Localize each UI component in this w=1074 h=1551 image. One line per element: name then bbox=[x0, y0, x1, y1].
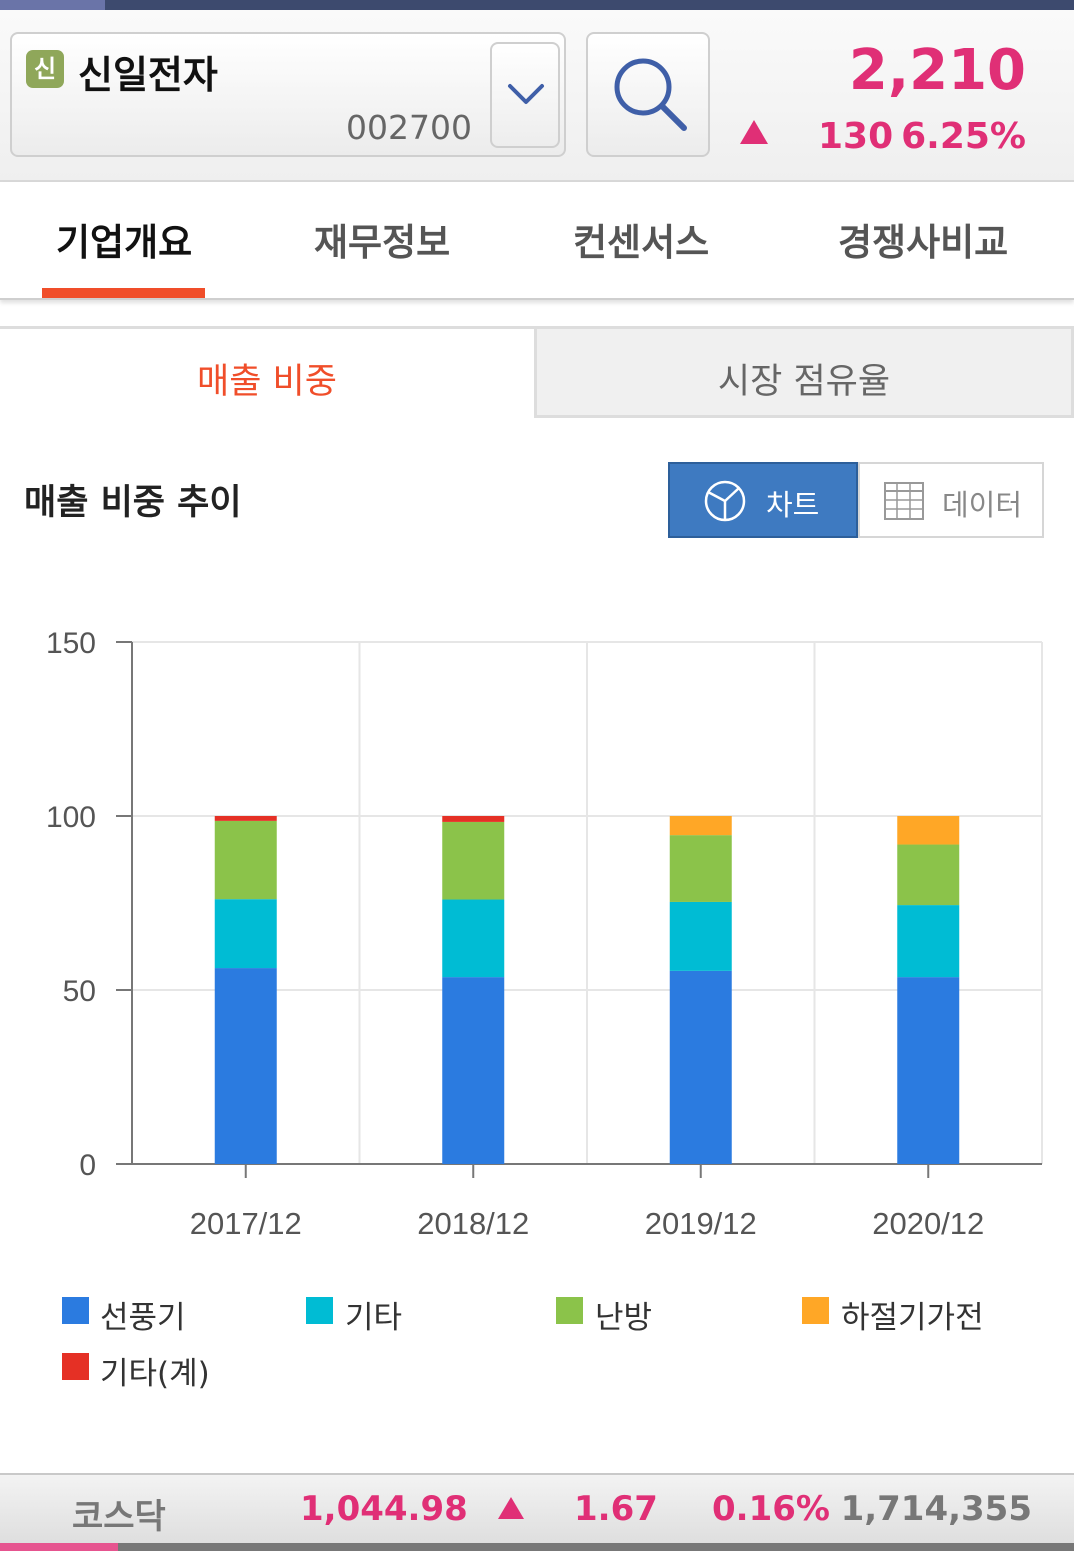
x-tick-label-3: 2020/12 bbox=[872, 1206, 984, 1241]
bar-segment-0-0 bbox=[214, 968, 277, 1164]
legend-swatch-heating bbox=[556, 1297, 583, 1324]
chevron-down-icon bbox=[508, 84, 544, 104]
x-tick-label-1: 2018/12 bbox=[417, 1206, 529, 1241]
data-view-label: 데이터 bbox=[942, 488, 1023, 522]
subtab-market-share[interactable]: 시장 점유율 bbox=[534, 326, 1074, 418]
pie-chart-icon bbox=[704, 480, 746, 522]
legend-swatch-etc-total bbox=[62, 1353, 89, 1380]
bar-segment-0-4 bbox=[214, 816, 277, 821]
tab-company-overview[interactable]: 기업개요 bbox=[56, 221, 193, 264]
bar-segment-3-3 bbox=[897, 816, 960, 845]
index-name: 코스닥 bbox=[72, 1497, 166, 1537]
bar-segment-1-2 bbox=[442, 821, 505, 900]
tab-financial-info[interactable]: 재무정보 bbox=[314, 221, 451, 264]
bar-segment-2-1 bbox=[669, 901, 732, 971]
subtab-sales-ratio-label: 매출 비중 bbox=[197, 362, 337, 402]
index-change-percent: 0.16% bbox=[712, 1489, 830, 1529]
legend-label-summer-appliance: 하절기가전 bbox=[841, 1300, 984, 1336]
chart-legend: 선풍기 기타 난방 하절기가전 기타(계) bbox=[0, 1280, 1074, 1410]
bar-segment-1-0 bbox=[442, 977, 505, 1164]
bar-segment-2-0 bbox=[669, 970, 732, 1164]
stock-selector[interactable]: 신 신일전자 002700 bbox=[10, 32, 566, 157]
sub-tabs: 매출 비중 시장 점유율 bbox=[0, 326, 1074, 418]
legend-swatch-etc bbox=[306, 1297, 333, 1324]
price-change-percent: 6.25% bbox=[901, 116, 1026, 157]
chart-view-button[interactable]: 차트 bbox=[668, 462, 858, 538]
legend-label-heating: 난방 bbox=[595, 1300, 653, 1336]
section-title: 매출 비중 추이 bbox=[24, 483, 242, 523]
bar-segment-1-1 bbox=[442, 899, 505, 978]
data-view-button[interactable]: 데이터 bbox=[858, 462, 1044, 538]
y-tick-label-1: 50 bbox=[63, 975, 96, 1008]
tab-consensus[interactable]: 컨센서스 bbox=[573, 221, 710, 264]
bar-segment-3-1 bbox=[897, 905, 960, 978]
top-status-bar bbox=[0, 0, 1074, 10]
y-tick-label-3: 150 bbox=[46, 627, 96, 660]
footer-progress bbox=[0, 1543, 1074, 1551]
price-change: 130 bbox=[818, 116, 894, 157]
y-tick-label-0: 0 bbox=[79, 1149, 96, 1182]
active-tab-indicator bbox=[42, 288, 205, 298]
bar-segment-2-2 bbox=[669, 835, 732, 902]
index-volume: 1,714,355 bbox=[840, 1489, 1032, 1529]
subtab-market-share-label: 시장 점유율 bbox=[717, 362, 891, 402]
stock-header: 신 신일전자 002700 2,210 130 6.25% bbox=[0, 10, 1074, 182]
main-tabs: 기업개요 재무정보 컨센서스 경쟁사비교 bbox=[0, 182, 1074, 300]
index-change: 1.67 bbox=[574, 1489, 658, 1529]
table-grid-icon bbox=[884, 482, 924, 520]
tab-competitor-compare[interactable]: 경쟁사비교 bbox=[838, 221, 1009, 264]
legend-swatch-summer-appliance bbox=[802, 1297, 829, 1324]
index-value: 1,044.98 bbox=[300, 1489, 468, 1529]
search-icon bbox=[614, 58, 687, 131]
bar-segment-0-1 bbox=[214, 899, 277, 969]
bar-segment-0-2 bbox=[214, 820, 277, 900]
current-price: 2,210 bbox=[848, 38, 1026, 103]
bar-segment-3-2 bbox=[897, 844, 960, 906]
bar-segment-1-4 bbox=[442, 816, 505, 822]
bar-segment-2-3 bbox=[669, 816, 732, 836]
stock-code: 002700 bbox=[346, 108, 472, 147]
subtab-sales-ratio[interactable]: 매출 비중 bbox=[0, 326, 534, 418]
bar-segment-3-0 bbox=[897, 977, 960, 1164]
x-tick-label-0: 2017/12 bbox=[190, 1206, 302, 1241]
legend-swatch-fan bbox=[62, 1297, 89, 1324]
up-arrow-icon bbox=[740, 120, 768, 144]
stock-dropdown-button[interactable] bbox=[490, 42, 560, 148]
search-button[interactable] bbox=[586, 32, 710, 157]
legend-label-etc-total: 기타(계) bbox=[100, 1356, 210, 1392]
chart-view-label: 차트 bbox=[766, 488, 820, 522]
legend-label-etc: 기타 bbox=[345, 1300, 403, 1336]
index-up-arrow-icon bbox=[498, 1497, 524, 1519]
view-toggle: 차트 데이터 bbox=[668, 462, 1044, 538]
market-badge: 신 bbox=[26, 50, 64, 88]
stacked-bar-chart: 0 50 100 150 2017/12 2018/12 2019/12 2020/12 bbox=[46, 627, 1043, 1241]
legend-label-fan: 선풍기 bbox=[100, 1300, 186, 1336]
footer-progress-fill bbox=[0, 1543, 118, 1551]
stock-name: 신일전자 bbox=[78, 53, 218, 97]
y-tick-label-2: 100 bbox=[46, 801, 96, 834]
top-accent bbox=[0, 0, 105, 10]
x-tick-label-2: 2019/12 bbox=[645, 1206, 757, 1241]
index-ticker-bar[interactable]: 코스닥 1,044.98 1.67 0.16% 1,714,355 bbox=[0, 1473, 1074, 1551]
